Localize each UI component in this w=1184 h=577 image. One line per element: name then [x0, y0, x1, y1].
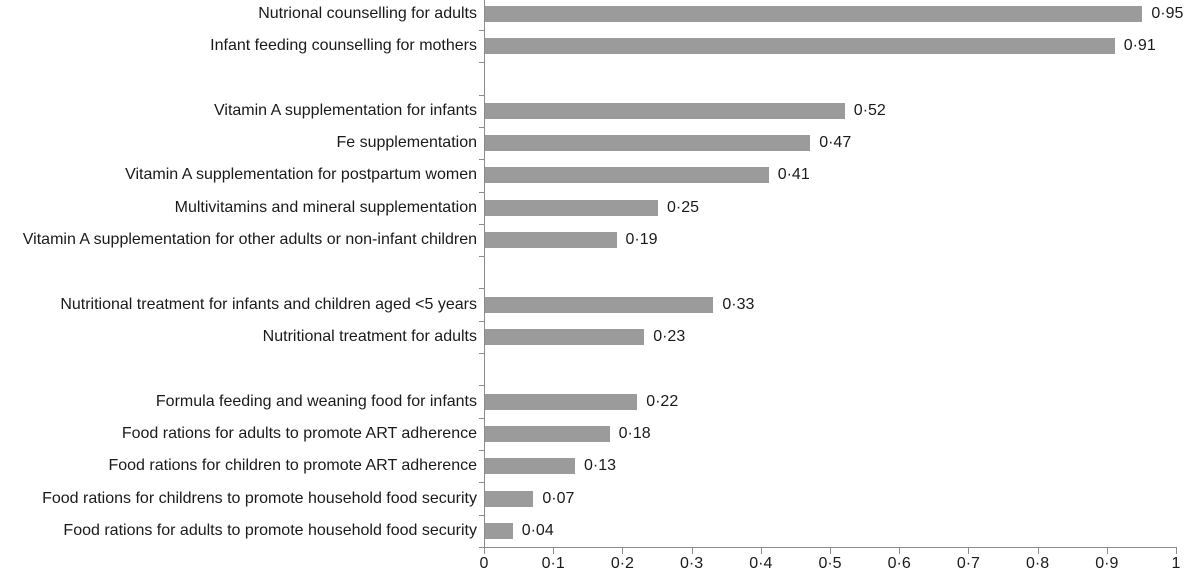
category-label: Infant feeding counselling for mothers — [210, 37, 477, 54]
bar — [485, 38, 1115, 54]
bar — [485, 135, 811, 151]
y-axis-tick — [479, 191, 484, 193]
y-axis-line — [484, 0, 485, 547]
category-label: Food rations for adults to promote ART a… — [121, 424, 477, 442]
x-axis-tick — [1176, 548, 1177, 554]
bar — [485, 522, 513, 539]
x-axis-tick-label: 0·8 — [1026, 555, 1050, 572]
x-axis-tick — [899, 548, 901, 554]
x-axis-tick — [622, 548, 624, 554]
y-axis-tick — [479, 514, 484, 516]
value-label: 0·23 — [653, 327, 686, 345]
y-axis-tick — [479, 223, 484, 225]
x-axis-tick — [760, 548, 762, 554]
y-axis-tick — [479, 29, 484, 31]
x-axis-tick — [968, 548, 970, 554]
x-axis-tick — [1106, 548, 1108, 554]
bar — [485, 393, 638, 410]
value-label: 0·04 — [521, 521, 554, 539]
category-label: Nutritional treatment for adults — [262, 327, 477, 345]
value-label: 0·25 — [667, 198, 700, 216]
value-label: 0·19 — [625, 231, 658, 248]
value-label: 0·91 — [1123, 37, 1156, 54]
y-axis-tick — [479, 159, 484, 161]
y-axis-tick — [479, 353, 484, 355]
y-axis-tick — [479, 450, 484, 451]
bar — [485, 199, 658, 216]
bar — [485, 490, 534, 507]
value-label: 0·13 — [584, 457, 617, 475]
value-label: 0·95 — [1151, 4, 1184, 22]
y-axis-tick — [479, 547, 484, 548]
category-label: Nutritional treatment for infants and ch… — [60, 295, 477, 313]
value-label: 0·52 — [853, 101, 886, 119]
value-label: 0·33 — [722, 295, 755, 313]
x-axis-tick — [830, 548, 831, 554]
x-axis-tick-label: 0·3 — [680, 555, 704, 572]
x-axis-tick — [553, 548, 555, 554]
y-axis-tick — [479, 385, 484, 387]
category-label: Vitamin A supplementation for other adul… — [22, 231, 477, 248]
x-axis-tick-label: 0·9 — [1095, 555, 1119, 572]
y-axis-tick — [479, 417, 484, 419]
category-label: Formula feeding and weaning food for inf… — [155, 392, 477, 410]
y-axis-tick — [479, 256, 484, 258]
x-axis-tick-label: 0·5 — [818, 555, 842, 572]
value-label: 0·07 — [542, 489, 575, 507]
value-label: 0·47 — [819, 134, 852, 151]
x-axis-tick — [1037, 548, 1039, 554]
x-axis-tick-label: 0·7 — [956, 555, 980, 572]
category-label: Food rations for adults to promote house… — [63, 521, 477, 539]
category-label: Fe supplementation — [336, 134, 477, 151]
value-label: 0·18 — [618, 424, 651, 442]
category-label: Food rations for childrens to promote ho… — [42, 489, 477, 507]
bar — [485, 425, 610, 442]
x-axis-tick — [484, 548, 485, 554]
value-label: 0·22 — [646, 392, 679, 410]
bar — [485, 167, 769, 184]
y-axis-tick — [479, 320, 484, 322]
value-label: 0·41 — [777, 166, 810, 184]
y-axis-tick — [479, 126, 484, 128]
y-axis-tick — [479, 94, 484, 96]
bar — [485, 458, 575, 475]
y-axis-tick — [479, 482, 484, 484]
x-axis-tick-label: 0·2 — [610, 555, 634, 572]
y-axis-tick — [479, 288, 484, 290]
x-axis-tick-label: 0·6 — [887, 555, 911, 572]
category-label: Food rations for children to promote ART… — [108, 457, 477, 475]
x-axis-tick-label: 0·4 — [749, 555, 773, 572]
x-axis-tick-label: 0 — [479, 555, 489, 572]
bar — [485, 102, 845, 119]
category-label: Nutrional counselling for adults — [258, 4, 477, 22]
category-label: Vitamin A supplementation for infants — [214, 101, 477, 119]
bar — [485, 328, 645, 345]
category-label: Vitamin A supplementation for postpartum… — [125, 166, 477, 184]
x-axis-line — [484, 547, 1177, 548]
bar — [485, 5, 1143, 22]
bar — [485, 296, 714, 313]
x-axis-tick-label: 0·1 — [541, 555, 565, 572]
y-axis-tick — [479, 62, 484, 64]
bar — [485, 232, 617, 248]
x-axis-tick-label: 1 — [1171, 555, 1181, 572]
x-axis-tick — [691, 548, 693, 554]
category-label: Multivitamins and mineral supplementatio… — [174, 198, 477, 216]
